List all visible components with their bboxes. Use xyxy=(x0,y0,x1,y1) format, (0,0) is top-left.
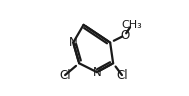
Text: N: N xyxy=(69,36,77,49)
Text: Cl: Cl xyxy=(59,69,71,82)
Text: N: N xyxy=(92,66,101,79)
Text: Cl: Cl xyxy=(116,69,128,82)
Text: CH₃: CH₃ xyxy=(121,20,142,30)
Text: O: O xyxy=(120,29,130,42)
